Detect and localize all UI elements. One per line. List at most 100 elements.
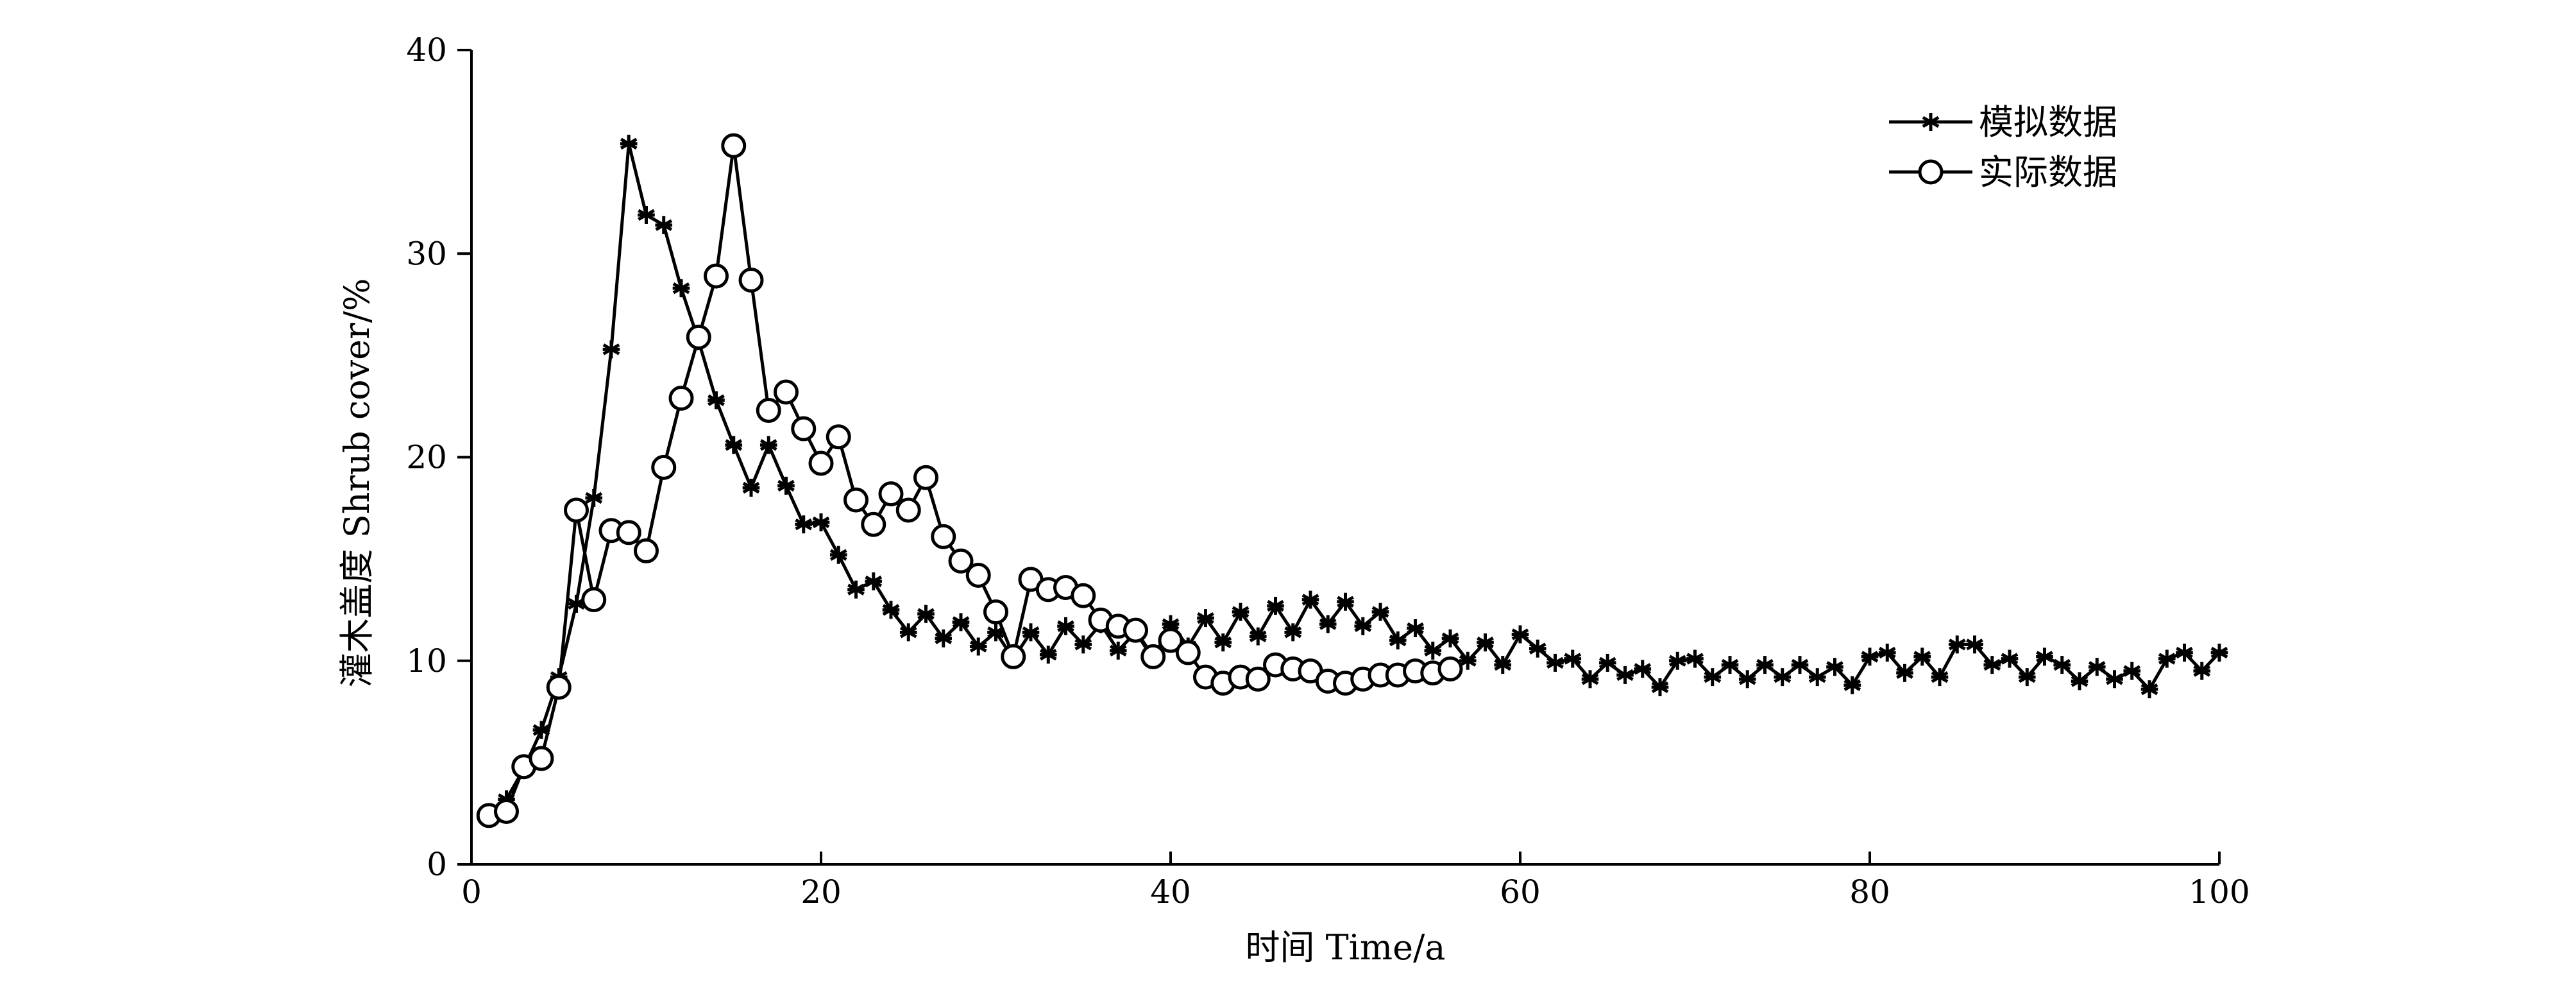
data-point-circle [668,385,694,411]
data-point-asterisk [847,580,865,599]
data-point-asterisk [935,629,953,647]
series-layer [476,133,2228,828]
series-observed [476,133,1463,828]
data-point-circle [826,424,851,450]
legend: 模拟数据 实际数据 [1889,102,2117,193]
x-tick-label: 20 [801,873,842,911]
data-point-asterisk [1756,656,1774,674]
series-line [488,144,1451,818]
data-point-asterisk [1284,623,1302,642]
data-point-circle [1175,640,1201,665]
data-point-asterisk [1301,590,1319,609]
data-point-circle [686,324,711,350]
data-point-asterisk [1337,592,1354,611]
data-point-circle [983,599,1008,625]
data-point-asterisk [1232,603,1250,621]
data-point-asterisk [1407,619,1424,637]
data-point-asterisk [1581,670,1599,689]
data-point-asterisk [2053,656,2071,674]
data-point-asterisk [1022,623,1040,642]
data-point-asterisk [1389,631,1407,650]
data-point-asterisk [1966,635,1983,654]
data-point-asterisk [917,604,935,623]
data-point-asterisk [638,205,655,224]
data-point-circle [1918,159,1944,185]
plot-area: 0 20 40 60 80 100 0 10 20 30 40 [406,31,2250,911]
data-point-circle [1245,666,1271,692]
data-point-asterisk [1109,641,1127,660]
data-point-asterisk [1074,635,1092,654]
data-point-asterisk [1598,653,1616,672]
data-point-asterisk [969,637,987,656]
data-point-circle [564,497,589,523]
data-point-circle [791,416,817,441]
data-point-asterisk [708,391,725,409]
data-point-asterisk [1546,653,1564,672]
y-tick-label: 40 [406,31,447,69]
data-point-circle [738,267,764,293]
data-point-asterisk [1983,656,2001,674]
data-point-asterisk [2140,680,2158,699]
data-point-asterisk [899,623,917,642]
data-point-asterisk [1371,603,1389,621]
data-point-circle [948,548,974,574]
data-point-asterisk [1511,625,1529,644]
data-point-asterisk [2071,672,2089,690]
data-point-asterisk [672,279,690,298]
data-point-asterisk [1704,668,1722,687]
data-point-asterisk [1477,633,1494,652]
x-tick-label: 40 [1150,873,1191,911]
data-point-asterisk [1616,665,1634,684]
data-point-asterisk [2088,658,2106,676]
data-point-asterisk [952,613,970,631]
data-point-asterisk [1668,651,1686,670]
data-point-circle [1437,656,1463,681]
y-ticks: 0 10 20 30 40 [406,31,471,883]
x-ticks: 0 20 40 60 80 100 [461,852,2250,911]
x-tick-label: 0 [461,873,482,911]
data-point-asterisk [1896,664,1913,682]
legend-label-observed: 实际数据 [1979,152,2117,193]
data-point-asterisk [2001,649,2019,668]
data-point-circle [878,481,904,507]
data-point-asterisk [1721,656,1739,674]
x-tick-label: 80 [1849,873,1890,911]
data-point-circle [546,674,572,700]
y-tick-label: 30 [406,235,447,272]
data-point-circle [1140,644,1166,669]
data-point-asterisk [1354,617,1372,635]
series-simulated [480,134,2228,825]
data-point-circle [965,563,991,588]
data-point-asterisk [1564,649,1582,668]
data-point-circle [616,520,641,545]
data-point-asterisk [1948,635,1966,654]
data-point-circle [704,263,729,289]
y-tick-label: 20 [406,439,447,476]
data-point-asterisk [795,515,813,534]
data-point-asterisk [1039,646,1057,664]
data-point-asterisk [1197,609,1214,628]
data-point-asterisk [2036,647,2053,666]
y-axis-title: 灌木盖度 Shrub cover/% [337,278,377,688]
x-axis-title: 时间 Time/a [1245,927,1445,968]
data-point-asterisk [1441,629,1459,647]
data-point-asterisk [2106,670,2123,689]
data-point-circle [1123,617,1148,643]
data-point-asterisk [2176,644,2193,662]
data-point-circle [861,511,886,537]
data-point-circle [808,450,834,476]
data-point-asterisk [1808,668,1826,687]
data-point-asterisk [1791,656,1809,674]
data-point-asterisk [1843,676,1861,694]
data-point-circle [651,454,677,480]
data-point-circle [1001,644,1026,669]
data-point-asterisk [1459,651,1477,670]
data-point-circle [895,497,921,523]
data-point-asterisk [1878,644,1896,662]
data-point-circle [843,487,869,513]
data-point-asterisk [620,134,638,153]
legend-swatch-observed [1889,159,1972,185]
data-point-asterisk [1922,113,1940,131]
data-point-circle [756,398,781,424]
